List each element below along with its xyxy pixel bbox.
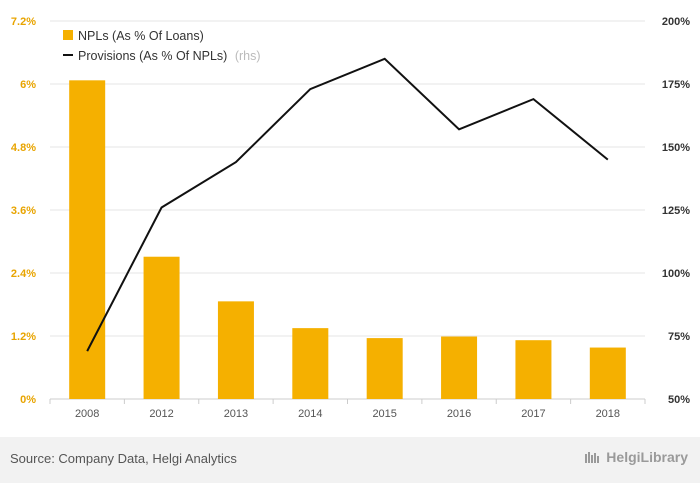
bar-npl-2016 <box>441 336 478 399</box>
library-icon <box>585 452 600 463</box>
x-tick-label: 2013 <box>224 408 248 420</box>
bar-npl-2015 <box>366 338 403 399</box>
legend-label-rhs: (rhs) <box>235 49 261 63</box>
right-tick-label: 50% <box>668 394 690 406</box>
combo-chart: 0% 1.2% 2.4% 3.6% 4.8% 6% 7.2% 50% 75% 100% 125% 1… <box>11 16 690 420</box>
provisions-line-layer <box>86 57 609 352</box>
footer-bar: Source: Company Data, Helgi Analytics He… <box>0 437 700 483</box>
bar-npl-2008 <box>69 80 106 399</box>
legend: NPLs (As % Of Loans) Provisions (As % Of… <box>63 29 261 63</box>
x-tick-label: 2015 <box>372 408 396 420</box>
left-tick-label: 2.4% <box>11 268 36 280</box>
right-tick-label: 75% <box>668 331 690 343</box>
x-tick-label: 2018 <box>596 408 620 420</box>
left-tick-label: 0% <box>20 394 36 406</box>
left-tick-label: 6% <box>20 79 36 91</box>
right-tick-label: 200% <box>662 16 690 28</box>
x-axis-ticks: 2008 2012 2013 2014 2015 2016 2017 2018 <box>75 408 620 420</box>
brand-logo[interactable]: HelgiLibrary <box>584 449 688 465</box>
x-tick-label: 2017 <box>521 408 545 420</box>
left-tick-label: 3.6% <box>11 205 36 217</box>
right-tick-label: 100% <box>662 268 690 280</box>
left-tick-label: 4.8% <box>11 142 36 154</box>
x-tick-label: 2014 <box>298 408 322 420</box>
left-axis-ticks: 0% 1.2% 2.4% 3.6% 4.8% 6% 7.2% <box>11 16 36 406</box>
right-tick-label: 150% <box>662 142 690 154</box>
x-tick-label: 2012 <box>149 408 173 420</box>
gridlines <box>49 20 646 404</box>
bar-npl-2013 <box>217 301 254 399</box>
right-axis-ticks: 50% 75% 100% 125% 150% 175% 200% <box>662 16 690 406</box>
x-tick-label: 2008 <box>75 408 99 420</box>
npl-bars <box>69 80 626 399</box>
right-tick-label: 125% <box>662 205 690 217</box>
source-text: Source: Company Data, Helgi Analytics <box>10 451 237 466</box>
x-tick-label: 2016 <box>447 408 471 420</box>
bar-npl-2017 <box>515 340 552 399</box>
brand-name: HelgiLibrary <box>606 449 688 465</box>
left-tick-label: 7.2% <box>11 16 36 28</box>
legend-label-provisions: Provisions (As % Of NPLs) <box>78 49 227 63</box>
bar-npl-2014 <box>292 328 329 399</box>
left-tick-label: 1.2% <box>11 331 36 343</box>
bar-npl-2018 <box>589 347 626 399</box>
right-tick-label: 175% <box>662 79 690 91</box>
legend-swatch-npl <box>63 30 73 40</box>
bar-npl-2012 <box>143 256 180 399</box>
legend-label-npl: NPLs (As % Of Loans) <box>78 29 204 43</box>
legend-label-provisions-group: Provisions (As % Of NPLs) (rhs) <box>78 49 261 63</box>
provisions-line <box>86 57 609 352</box>
